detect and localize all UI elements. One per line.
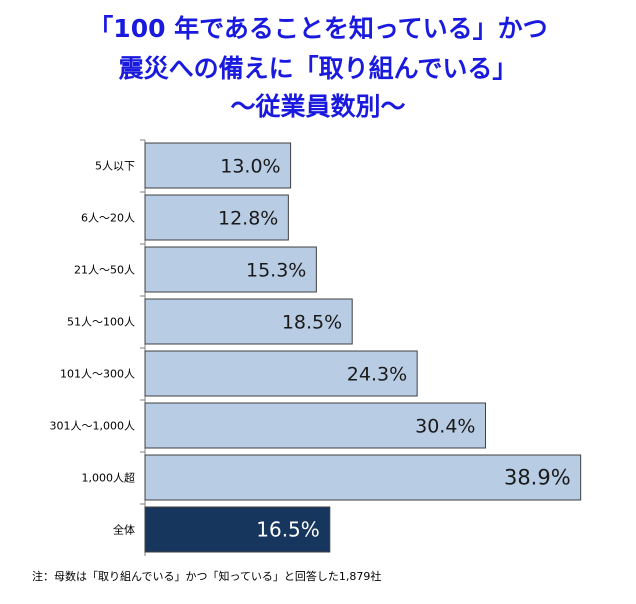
bar — [144, 194, 289, 241]
value-label: 38.9% — [504, 466, 571, 490]
bar — [144, 298, 353, 345]
value-label: 24.3% — [347, 364, 407, 386]
value-label: 16.5% — [256, 518, 320, 542]
bar — [144, 454, 582, 501]
chart-title-line-1: 「100 年であることを知っている」かつ — [88, 14, 548, 43]
footnote: 注：母数は「取り組んでいる」かつ「知っている」と回答した1,879社 — [32, 570, 382, 583]
value-label: 30.4% — [415, 416, 475, 438]
category-label: 51人～100人 — [67, 316, 135, 329]
value-label: 18.5% — [282, 312, 342, 334]
bar — [144, 402, 486, 449]
category-label: 全体 — [113, 523, 135, 537]
category-label: 1,000人超 — [82, 471, 136, 485]
value-label: 12.8% — [218, 208, 278, 230]
category-label: 21人～50人 — [74, 264, 135, 277]
bar — [144, 142, 292, 189]
bar-total — [144, 506, 331, 553]
category-label: 6人～20人 — [81, 212, 135, 225]
category-label: 5人以下 — [95, 160, 135, 173]
bar — [144, 246, 317, 293]
chart-title-line-2: 震災への備えに「取り組んでいる」 — [118, 54, 518, 83]
value-label: 13.0% — [220, 156, 280, 178]
bar — [144, 350, 418, 397]
category-label: 301人～1,000人 — [50, 420, 136, 433]
value-label: 15.3% — [246, 260, 306, 282]
chart-title-line-3: ～従業員数別～ — [230, 92, 406, 121]
category-label: 101人～300人 — [60, 368, 135, 381]
